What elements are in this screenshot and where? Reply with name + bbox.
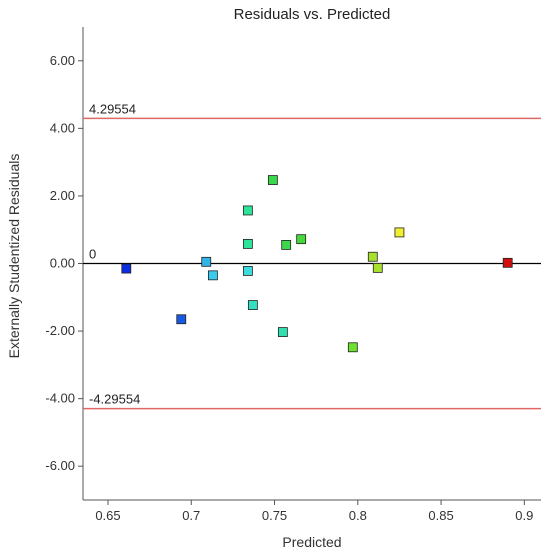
y-tick-label: 0.00 — [50, 256, 75, 271]
x-tick-label: 0.85 — [428, 508, 453, 523]
x-tick-label: 0.7 — [182, 508, 200, 523]
data-point — [277, 327, 288, 337]
data-point — [394, 227, 405, 238]
data-point — [367, 251, 378, 262]
data-point — [247, 300, 258, 310]
y-tick-label: -6.00 — [45, 458, 75, 473]
x-axis-title: Predicted — [282, 534, 341, 550]
data-point — [242, 205, 253, 216]
data-point — [242, 239, 253, 249]
data-point — [296, 234, 307, 245]
reference-line-label: 4.29554 — [89, 101, 136, 116]
y-tick-label: -4.00 — [45, 391, 75, 406]
data-point — [281, 240, 292, 250]
plot-area: -6.00 -4.00 -2.00 0.00 2.00 4.00 6.00 0.65 0.7 0.… — [45, 27, 541, 523]
data-point — [347, 342, 358, 353]
reference-line-label: -4.29554 — [89, 392, 140, 407]
x-tick-label: 0.75 — [262, 508, 287, 523]
reference-line-label: 0 — [89, 247, 96, 262]
y-axis-title: Externally Studentized Residuals — [6, 154, 22, 359]
x-tick-label: 0.8 — [349, 508, 367, 523]
data-point — [208, 270, 218, 281]
y-tick-label: 6.00 — [50, 53, 75, 68]
data-point — [502, 257, 513, 268]
y-tick-label: 4.00 — [50, 120, 75, 135]
x-tick-label: 0.65 — [95, 508, 120, 523]
chart-title: Residuals vs. Predicted — [234, 6, 391, 23]
data-point — [372, 262, 383, 273]
y-tick-label: 2.00 — [50, 188, 75, 203]
data-point — [176, 314, 187, 325]
data-point — [121, 263, 132, 274]
y-tick-label: -2.00 — [45, 323, 75, 338]
data-point — [267, 175, 278, 185]
x-tick-label: 0.9 — [515, 508, 533, 523]
data-point — [242, 266, 253, 276]
data-point — [201, 256, 212, 267]
